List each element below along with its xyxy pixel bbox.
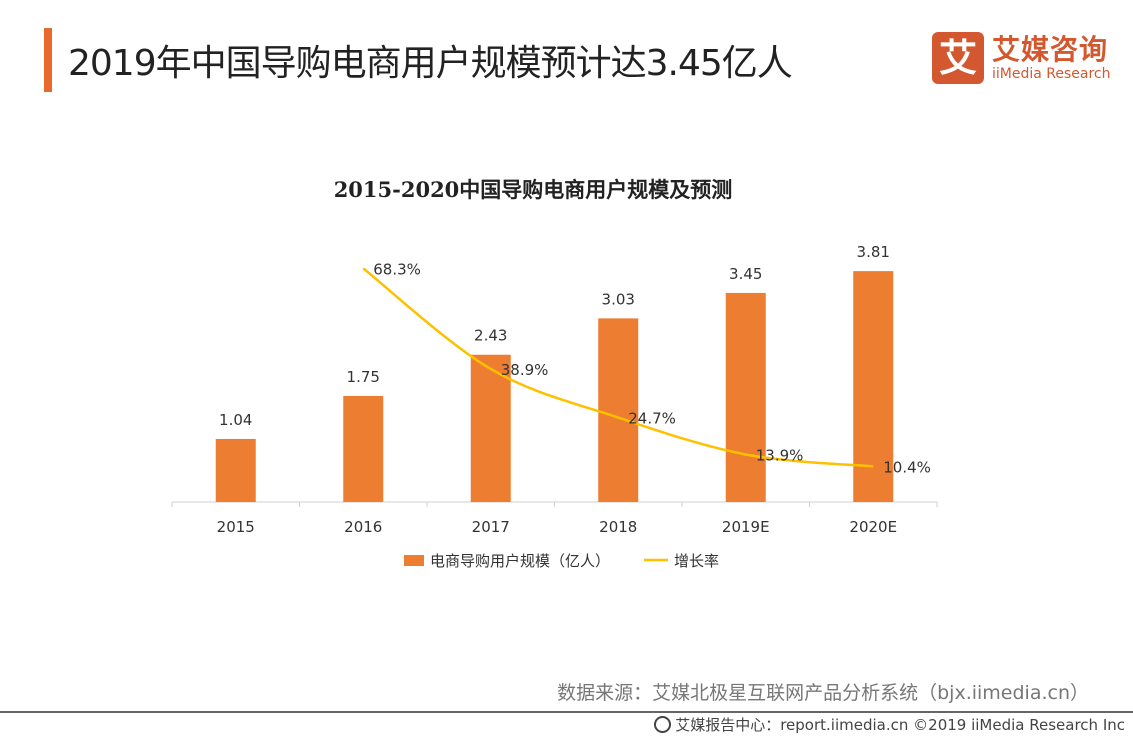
legend-line-label: 增长率: [674, 552, 719, 570]
data-source: 数据来源：艾媒北极星互联网产品分析系统（bjx.iimedia.cn）: [557, 682, 1089, 704]
bar-label: 1.75: [347, 368, 380, 386]
growth-rate-line: [362, 267, 874, 468]
x-tick-label: 2017: [472, 518, 510, 536]
logo: 艾 艾媒咨询 iiMedia Research: [932, 32, 1112, 84]
legend-bar-swatch: [404, 555, 424, 566]
x-tick-label: 2016: [344, 518, 382, 536]
bar: [725, 292, 766, 502]
footer: 艾媒报告中心：report.iimedia.cn ©2019 iiMedia R…: [654, 714, 1125, 735]
x-tick-label: 2018: [599, 518, 637, 536]
x-tick-label: 2020E: [849, 518, 897, 536]
logo-mark: 艾: [932, 32, 984, 84]
footer-divider: [0, 711, 1133, 713]
x-tick-label: 2015: [217, 518, 255, 536]
title-accent-bar: [44, 28, 52, 92]
bar: [343, 395, 384, 502]
bar: [215, 438, 256, 502]
bar-label: 2.43: [474, 327, 507, 345]
logo-cn: 艾媒咨询: [992, 33, 1109, 66]
line-label: 68.3%: [373, 260, 421, 278]
line-label: 10.4%: [883, 458, 931, 476]
x-tick-label: 2019E: [722, 518, 770, 536]
logo-en: iiMedia Research: [992, 66, 1111, 82]
chart-title: 2015-2020中国导购电商用户规模及预测: [333, 177, 733, 202]
footer-text: 艾媒报告中心：report.iimedia.cn ©2019 iiMedia R…: [675, 716, 1125, 734]
globe-icon: [654, 716, 672, 733]
bar-label: 3.03: [602, 290, 635, 308]
bar: [470, 354, 511, 502]
line-label: 38.9%: [501, 361, 549, 379]
bar: [853, 271, 894, 502]
line-label: 24.7%: [628, 410, 676, 428]
line-label: 13.9%: [756, 446, 804, 464]
legend-bar-label: 电商导购用户规模（亿人）: [430, 552, 610, 570]
page-title: 2019年中国导购电商用户规模预计达3.45亿人: [68, 43, 793, 84]
bar: [598, 318, 639, 502]
bar-label: 1.04: [219, 411, 252, 429]
bar-label: 3.45: [729, 265, 762, 283]
bar-label: 3.81: [857, 243, 890, 261]
